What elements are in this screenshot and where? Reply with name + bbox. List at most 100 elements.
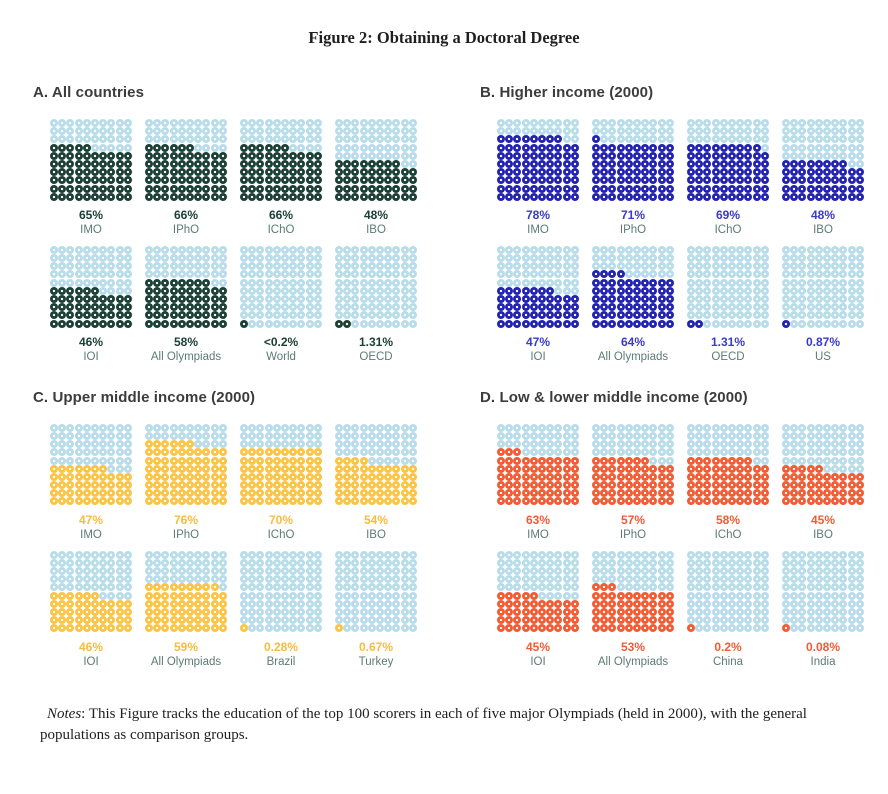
waffle-dot (74, 624, 83, 633)
waffle-dot (90, 489, 99, 498)
waffle-dot (616, 127, 625, 136)
waffle-dot (798, 176, 807, 185)
waffle-dot (392, 481, 401, 490)
waffle-dot (194, 192, 203, 201)
waffle-dot (570, 262, 579, 271)
waffle-dot (711, 599, 720, 608)
waffle-dot (847, 319, 856, 328)
waffle-dot (74, 168, 83, 177)
waffle-dot (608, 295, 617, 303)
waffle-dot (554, 184, 563, 193)
waffle-dot (123, 575, 132, 584)
waffle-dot (289, 295, 298, 303)
waffle-dot (202, 135, 211, 144)
waffle-dot (624, 472, 633, 481)
waffle-dot (806, 616, 815, 625)
waffle-dot (280, 448, 289, 457)
waffle-dot (297, 151, 306, 160)
waffle-dot (687, 550, 695, 559)
waffle-dot (99, 456, 108, 465)
waffle-dot (169, 168, 178, 177)
waffle-dot (177, 456, 186, 465)
waffle-dot (280, 151, 289, 160)
waffle-dot (169, 489, 178, 498)
waffle-dot (798, 295, 807, 303)
waffle-dot (185, 270, 194, 279)
waffle-dot (822, 448, 831, 457)
percent-label: 0.08% (805, 639, 841, 654)
waffle-grid (687, 119, 769, 201)
group-label: IChO (267, 528, 295, 541)
waffle-dot (727, 254, 736, 263)
waffle-dot (313, 624, 322, 633)
waffle-dot (248, 270, 257, 279)
waffle-dot (384, 591, 393, 600)
waffle-dot (624, 245, 633, 254)
waffle-dot (115, 295, 124, 303)
waffle-dot (687, 558, 695, 567)
waffle-dot (400, 616, 409, 625)
waffle-dot (529, 151, 538, 160)
waffle-dot (305, 319, 314, 328)
waffle-dot (513, 176, 522, 185)
waffle-dot (641, 159, 650, 168)
waffle-dot (359, 254, 368, 263)
waffle-dot (855, 583, 864, 592)
waffle-dot (153, 456, 162, 465)
waffle-dot (822, 295, 831, 303)
waffle-dot (806, 127, 815, 136)
waffle-dot (169, 245, 178, 254)
waffle-dot (608, 431, 617, 440)
waffle-dot (202, 270, 211, 279)
waffle-dot (600, 550, 609, 559)
waffle-dot (570, 481, 579, 490)
waffle-dot (115, 254, 124, 263)
waffle-dot (570, 245, 579, 254)
waffle-dot (847, 558, 856, 567)
waffle-dot (58, 472, 67, 481)
waffle-dot (313, 616, 322, 625)
waffle-dot (280, 624, 289, 633)
waffle-dot (839, 456, 848, 465)
waffle-dot (123, 583, 132, 592)
waffle-dot (632, 143, 641, 152)
waffle-dot (169, 575, 178, 584)
waffle-dot (272, 607, 281, 616)
waffle-dot (50, 550, 58, 559)
waffle-dot (169, 567, 178, 575)
waffle-dot (736, 464, 745, 473)
waffle-dot (814, 558, 823, 567)
waffle-dot (624, 286, 633, 295)
waffle-dot (384, 472, 393, 481)
waffle-dot (831, 168, 840, 177)
waffle-dot (351, 295, 360, 303)
waffle-dot (335, 423, 343, 432)
waffle-dot (202, 616, 211, 625)
waffle-dot (272, 550, 281, 559)
waffle-dot (367, 550, 376, 559)
waffle-dot (289, 192, 298, 201)
waffle-dot (649, 176, 658, 185)
waffle-dot (392, 456, 401, 465)
percent-label: 47% (525, 334, 551, 349)
percent-label: 69% (715, 207, 741, 222)
waffle-dot (831, 456, 840, 465)
waffle-dot (400, 448, 409, 457)
waffle-dot (632, 607, 641, 616)
waffle-dot (194, 423, 203, 432)
waffle-dot (264, 262, 273, 271)
waffle-dot (719, 262, 728, 271)
waffle-dot (185, 311, 194, 320)
waffle-dot (537, 472, 546, 481)
waffle-dot (608, 143, 617, 152)
waffle-dot (343, 489, 352, 498)
waffle-dot (177, 262, 186, 271)
waffle-dot (855, 489, 864, 498)
waffle-dot (649, 583, 658, 592)
waffle-dot (608, 607, 617, 616)
waffle-dot (782, 278, 790, 287)
waffle-dot (546, 303, 555, 312)
waffle-dot (831, 311, 840, 320)
waffle-dot (513, 440, 522, 449)
waffle-dot (177, 583, 186, 592)
